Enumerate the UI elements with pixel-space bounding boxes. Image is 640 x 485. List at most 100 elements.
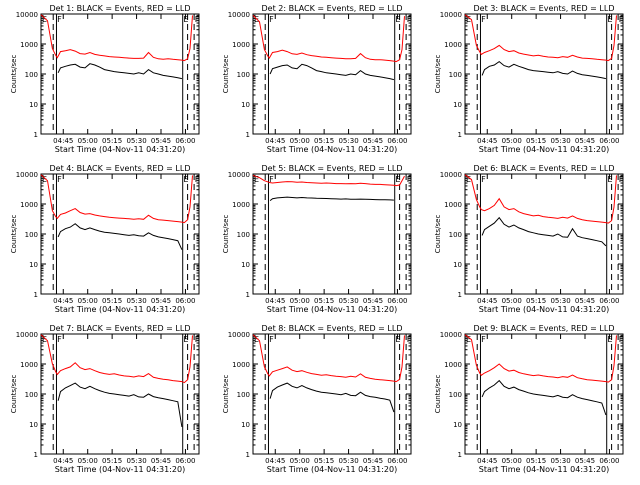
x-tick-label: 05:30 (550, 457, 570, 465)
x-tick-label: 05:00 (290, 137, 310, 145)
y-tick-label: 1000 (20, 201, 38, 209)
y-tick-label: 10000 (16, 11, 38, 19)
plot-frame (464, 173, 624, 295)
x-axis-label: Start Time (04-Nov-11 04:31:20) (267, 465, 397, 474)
y-tick-label: 10 (453, 421, 462, 429)
x-tick-label: 06:00 (175, 457, 195, 465)
x-tick-label: 06:00 (599, 297, 619, 305)
corner-label-f: F (57, 175, 62, 184)
detector-panel-6: Det 6: BLACK = Events, RED = LLD 1 10 100 10… (434, 164, 624, 314)
corner-label-e: E (607, 175, 612, 184)
corner-label-e: E (42, 175, 47, 184)
y-tick-label: 1000 (20, 361, 38, 369)
x-tick-label: 04:45 (477, 137, 497, 145)
x-tick-label: 05:45 (363, 297, 383, 305)
y-tick-label: 10000 (228, 171, 250, 179)
x-tick-label: 05:45 (575, 137, 595, 145)
x-axis-label: Start Time (04-Nov-11 04:31:20) (267, 145, 397, 154)
x-tick-label: 04:45 (265, 297, 285, 305)
plot-frame (252, 173, 412, 295)
series-line-red (252, 334, 405, 383)
y-axis-label: Counts/sec (434, 375, 442, 414)
x-tick-label: 05:00 (78, 457, 98, 465)
y-tick-label: 10 (29, 421, 38, 429)
y-axis-label: Counts/sec (10, 55, 18, 94)
corner-label-f: F (407, 15, 412, 24)
y-tick-label: 1 (246, 451, 250, 459)
corner-label-f: F (269, 15, 274, 24)
series-line-red (464, 334, 617, 383)
series-line-red (252, 174, 405, 187)
series-line-black (57, 63, 183, 80)
panel-title: Det 4: BLACK = Events, RED = LLD (50, 164, 191, 173)
corner-label-e: E (466, 15, 471, 24)
y-axis-label: Counts/sec (10, 375, 18, 414)
y-tick-label: 10000 (16, 171, 38, 179)
x-tick-label: 06:00 (387, 297, 407, 305)
panel-title: Det 3: BLACK = Events, RED = LLD (474, 4, 615, 13)
x-tick-label: 05:30 (126, 137, 146, 145)
x-tick-label: 05:00 (502, 137, 522, 145)
x-axis-label: Start Time (04-Nov-11 04:31:20) (479, 465, 609, 474)
x-tick-label: 05:30 (550, 297, 570, 305)
x-tick-label: 06:00 (599, 137, 619, 145)
panel-title: Det 7: BLACK = Events, RED = LLD (50, 324, 191, 333)
y-tick-label: 10 (29, 261, 38, 269)
x-tick-label: 05:30 (126, 297, 146, 305)
corner-label-f: F (619, 15, 624, 24)
corner-label-f: F (407, 175, 412, 184)
x-tick-label: 04:45 (53, 137, 73, 145)
detector-panel-5: Det 5: BLACK = Events, RED = LLD 1 10 100 10… (222, 164, 412, 314)
corner-label-e: E (466, 175, 471, 184)
x-tick-label: 05:15 (102, 137, 122, 145)
panel-title: Det 2: BLACK = Events, RED = LLD (262, 4, 403, 13)
series-line-black (57, 223, 183, 250)
y-tick-label: 100 (237, 71, 250, 79)
y-tick-label: 1 (458, 291, 462, 299)
y-tick-label: 100 (449, 231, 462, 239)
corner-label-f: F (195, 175, 200, 184)
y-axis-label: Counts/sec (222, 55, 230, 94)
y-tick-label: 1 (458, 451, 462, 459)
y-tick-label: 10000 (228, 331, 250, 339)
x-axis-label: Start Time (04-Nov-11 04:31:20) (55, 145, 185, 154)
y-tick-label: 10000 (440, 11, 462, 19)
detector-panel-7: Det 7: BLACK = Events, RED = LLD 1 10 100 10… (10, 324, 200, 474)
detector-panel-3: Det 3: BLACK = Events, RED = LLD 1 10 100 10… (434, 4, 624, 154)
y-tick-label: 1 (246, 131, 250, 139)
y-tick-label: 1 (34, 131, 38, 139)
x-tick-label: 05:45 (151, 297, 171, 305)
x-tick-label: 04:45 (53, 297, 73, 305)
detector-panel-9: Det 9: BLACK = Events, RED = LLD 1 10 100 10… (434, 324, 624, 474)
corner-label-f: F (269, 335, 274, 344)
series-line-black (481, 216, 607, 247)
corner-label-f: F (57, 335, 62, 344)
plot-frame (464, 13, 624, 135)
y-tick-label: 10000 (16, 331, 38, 339)
series-line-black (57, 382, 183, 427)
x-tick-label: 05:30 (550, 137, 570, 145)
x-tick-label: 05:45 (363, 137, 383, 145)
x-tick-label: 05:00 (502, 457, 522, 465)
panel-title: Det 9: BLACK = Events, RED = LLD (474, 324, 615, 333)
corner-label-e: E (395, 175, 400, 184)
detector-panel-4: Det 4: BLACK = Events, RED = LLD 1 10 100 10… (10, 164, 200, 314)
x-tick-label: 05:15 (526, 137, 546, 145)
y-tick-label: 1 (34, 451, 38, 459)
x-tick-label: 05:30 (338, 297, 358, 305)
y-tick-label: 100 (237, 391, 250, 399)
panel-title: Det 5: BLACK = Events, RED = LLD (262, 164, 403, 173)
y-tick-label: 1000 (444, 201, 462, 209)
series-line-black (269, 196, 394, 201)
series-line-black (269, 63, 395, 81)
x-tick-label: 05:45 (363, 457, 383, 465)
corner-label-e: E (607, 335, 612, 344)
x-tick-label: 05:15 (102, 297, 122, 305)
corner-label-f: F (619, 335, 624, 344)
x-tick-label: 05:30 (126, 457, 146, 465)
y-axis-label: Counts/sec (10, 215, 18, 254)
corner-label-f: F (195, 15, 200, 24)
x-axis-label: Start Time (04-Nov-11 04:31:20) (267, 305, 397, 314)
